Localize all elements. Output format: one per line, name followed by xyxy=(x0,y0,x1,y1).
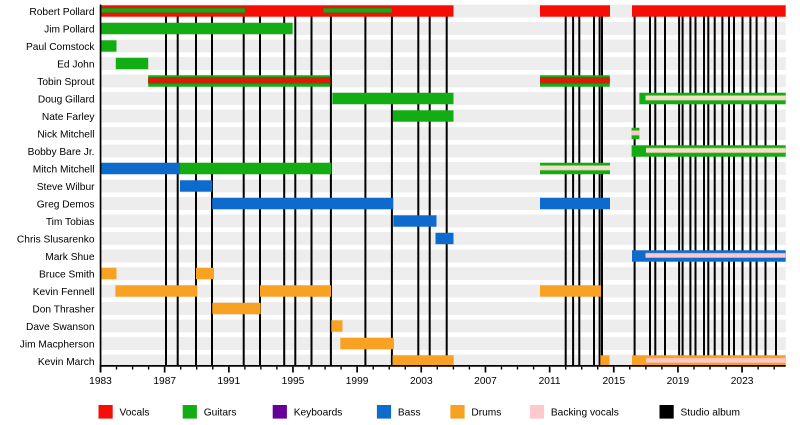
svg-text:1999: 1999 xyxy=(346,376,369,387)
svg-text:2007: 2007 xyxy=(474,376,497,387)
svg-text:Greg Demos: Greg Demos xyxy=(37,200,95,211)
svg-text:Studio album: Studio album xyxy=(681,408,740,419)
svg-text:Kevin March: Kevin March xyxy=(38,357,95,368)
svg-text:Steve Wilbur: Steve Wilbur xyxy=(37,182,95,193)
svg-text:Tim Tobias: Tim Tobias xyxy=(46,217,95,228)
svg-text:Don Thrasher: Don Thrasher xyxy=(32,305,95,316)
svg-text:Chris Slusarenko: Chris Slusarenko xyxy=(17,235,95,246)
svg-text:Doug Gillard: Doug Gillard xyxy=(38,95,95,106)
svg-text:Vocals: Vocals xyxy=(120,408,150,419)
svg-text:Jim Macpherson: Jim Macpherson xyxy=(20,340,95,351)
svg-text:Keyboards: Keyboards xyxy=(294,408,343,419)
svg-text:Bass: Bass xyxy=(398,408,421,419)
svg-text:Bobby Bare Jr.: Bobby Bare Jr. xyxy=(28,147,95,158)
svg-text:1991: 1991 xyxy=(217,376,240,387)
svg-text:Kevin Fennell: Kevin Fennell xyxy=(33,287,95,298)
svg-text:Mark Shue: Mark Shue xyxy=(45,252,95,263)
svg-text:Nate Farley: Nate Farley xyxy=(42,112,96,123)
svg-text:Jim Pollard: Jim Pollard xyxy=(44,25,95,36)
svg-text:Nick Mitchell: Nick Mitchell xyxy=(37,130,94,141)
svg-text:Backing vocals: Backing vocals xyxy=(551,408,619,419)
svg-text:Guitars: Guitars xyxy=(204,408,237,419)
svg-text:1995: 1995 xyxy=(282,376,305,387)
svg-text:Drums: Drums xyxy=(471,408,501,419)
svg-text:Bruce Smith: Bruce Smith xyxy=(39,270,94,281)
svg-text:2023: 2023 xyxy=(731,376,754,387)
svg-text:1987: 1987 xyxy=(153,376,176,387)
svg-text:2019: 2019 xyxy=(667,376,690,387)
svg-text:2011: 2011 xyxy=(539,376,561,387)
svg-text:Ed John: Ed John xyxy=(57,60,94,71)
svg-text:1983: 1983 xyxy=(89,376,112,387)
svg-text:Mitch Mitchell: Mitch Mitchell xyxy=(33,165,95,176)
svg-text:2015: 2015 xyxy=(602,376,625,387)
svg-text:Dave Swanson: Dave Swanson xyxy=(26,322,95,333)
svg-text:Robert Pollard: Robert Pollard xyxy=(29,7,94,18)
svg-text:Tobin Sprout: Tobin Sprout xyxy=(37,77,94,88)
svg-text:2003: 2003 xyxy=(410,376,433,387)
svg-text:Paul Comstock: Paul Comstock xyxy=(26,42,95,53)
